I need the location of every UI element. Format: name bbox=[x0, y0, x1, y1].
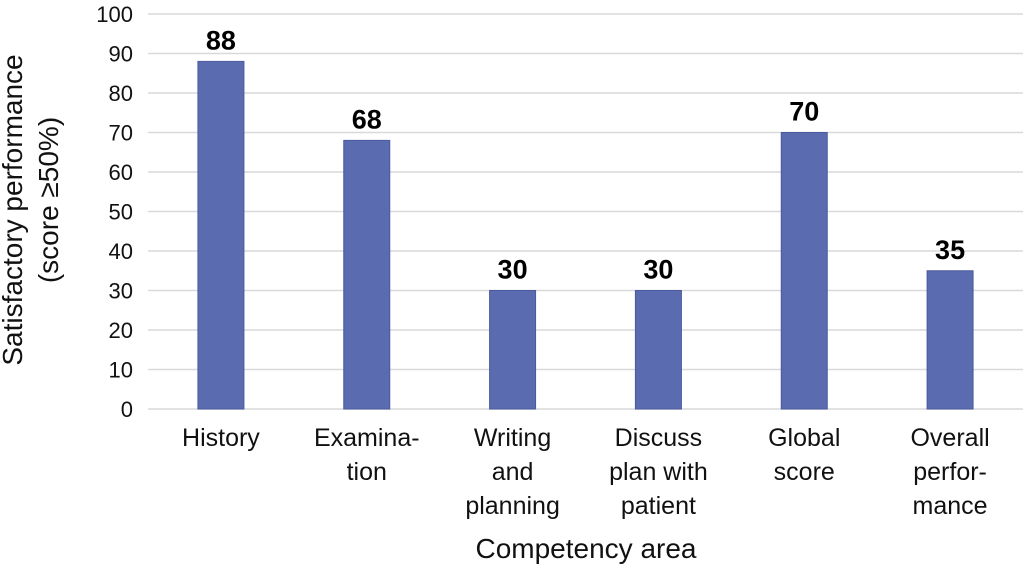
data-label: 30 bbox=[643, 255, 673, 285]
y-tick-label: 30 bbox=[109, 279, 133, 304]
y-tick-label: 90 bbox=[109, 42, 133, 67]
bar bbox=[197, 60, 245, 410]
y-tick-label: 10 bbox=[109, 358, 133, 383]
x-category-label: plan with bbox=[609, 458, 708, 486]
x-category-label: Examina- bbox=[314, 424, 420, 452]
x-category-label: Writing bbox=[474, 424, 551, 452]
bar bbox=[634, 290, 682, 410]
y-tick-label: 50 bbox=[109, 200, 133, 225]
x-axis-categories: History Examina-tion Writing and planning Dis… bbox=[182, 424, 990, 520]
data-labels: 88 68 30 30 70 35 bbox=[206, 25, 965, 284]
x-category-label: Overall bbox=[910, 424, 989, 452]
x-category-label: planning bbox=[465, 492, 560, 520]
y-axis-title: Satisfactory performance (score ≥50%) bbox=[0, 54, 64, 365]
x-category-label: mance bbox=[913, 492, 988, 520]
y-axis-ticks: 0 10 20 30 40 50 60 70 80 90 100 bbox=[96, 2, 133, 422]
bars bbox=[197, 60, 974, 410]
gridlines bbox=[148, 13, 1023, 410]
data-label: 70 bbox=[789, 97, 819, 127]
x-category-label: patient bbox=[621, 492, 696, 520]
y-axis-title-line-2: (score ≥50%) bbox=[33, 117, 64, 283]
y-tick-label: 0 bbox=[121, 397, 133, 422]
data-label: 35 bbox=[935, 235, 965, 265]
bar bbox=[343, 139, 391, 410]
bar bbox=[780, 132, 828, 410]
x-category-label: tion bbox=[347, 458, 387, 486]
y-axis-title-line-1: Satisfactory performance bbox=[0, 54, 28, 365]
x-category-label: Discuss bbox=[615, 424, 703, 452]
bar bbox=[926, 270, 974, 410]
y-tick-label: 70 bbox=[109, 121, 133, 146]
x-category-label: score bbox=[774, 458, 835, 486]
y-tick-label: 40 bbox=[109, 239, 133, 264]
x-category-label: and bbox=[492, 458, 534, 486]
y-tick-label: 100 bbox=[96, 2, 133, 27]
y-tick-label: 20 bbox=[109, 318, 133, 343]
x-category-label: History bbox=[182, 424, 260, 452]
x-category-label: Global bbox=[768, 424, 840, 452]
y-tick-label: 60 bbox=[109, 160, 133, 185]
y-tick-label: 80 bbox=[109, 81, 133, 106]
x-category-label: perfor- bbox=[913, 458, 987, 486]
bar bbox=[489, 290, 537, 410]
data-label: 68 bbox=[352, 104, 382, 134]
x-axis-title: Competency area bbox=[475, 533, 696, 564]
data-label: 30 bbox=[498, 255, 528, 285]
data-label: 88 bbox=[206, 25, 236, 55]
